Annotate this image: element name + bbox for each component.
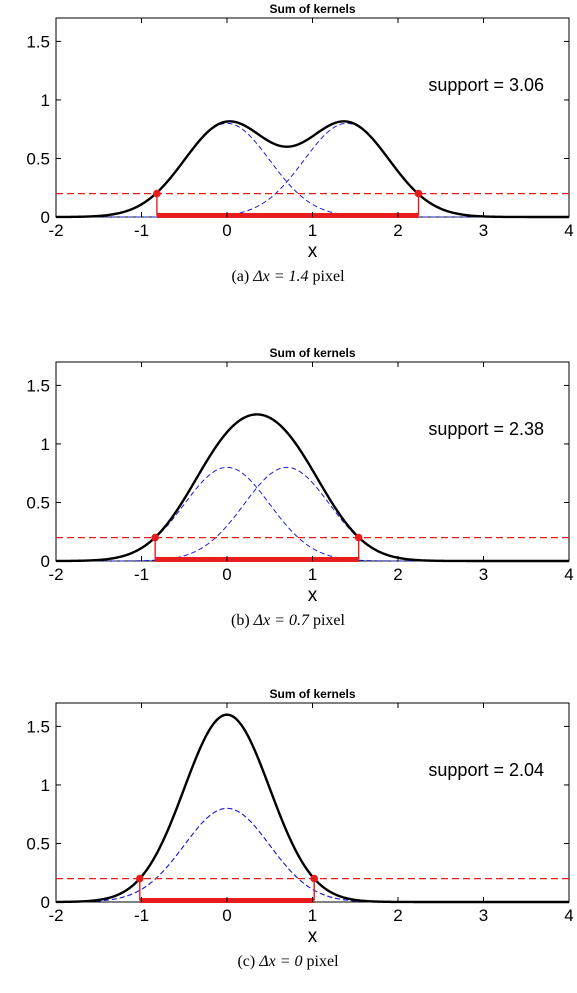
caption-suffix: pixel xyxy=(309,612,346,629)
caption-prefix: (b) xyxy=(231,612,254,629)
x-axis-label: x xyxy=(308,241,318,262)
panel-title: Sum of kernels xyxy=(269,346,355,360)
kernel-curve-2 xyxy=(55,807,569,903)
panel-caption: (a) Δx = 1.4 pixel xyxy=(231,268,345,285)
x-tick-label: 0 xyxy=(222,565,231,584)
support-annotation: support = 2.04 xyxy=(428,760,544,780)
kernel-curve-2 xyxy=(56,466,569,562)
x-tick-label: 1 xyxy=(308,221,317,240)
y-tick-label: 0 xyxy=(41,552,50,571)
x-tick-label: -1 xyxy=(134,906,149,925)
y-tick-label: 1.5 xyxy=(26,32,50,51)
y-tick-label: 0 xyxy=(41,208,50,227)
panel-caption: (b) Δx = 0.7 pixel xyxy=(231,612,346,629)
support-marker-2 xyxy=(414,189,423,198)
x-tick-label: -2 xyxy=(48,906,63,925)
y-tick-label: 1 xyxy=(41,435,50,454)
support-marker-1 xyxy=(151,533,159,542)
axes-box xyxy=(55,361,570,562)
caption-math: Δx = 1.4 xyxy=(252,268,308,285)
x-tick-label: 1 xyxy=(308,565,317,584)
kernel-curve-1 xyxy=(55,466,569,562)
support-marker-2 xyxy=(354,533,363,542)
axes-box xyxy=(55,17,570,218)
y-tick-label: 1 xyxy=(41,776,50,795)
x-tick-label: 3 xyxy=(479,906,488,925)
sum-curve xyxy=(55,713,569,904)
panel-1: Sum of kernels -2 -1 0 1 2 3 4 0 0.5 1 1.5 x support … xyxy=(26,2,573,285)
sum-curve xyxy=(55,120,569,219)
x-axis-label: x xyxy=(308,585,318,606)
support-annotation: support = 2.38 xyxy=(428,419,544,439)
x-tick-label: 1 xyxy=(308,906,317,925)
x-axis-label: x xyxy=(308,926,318,947)
panel-3: Sum of kernels -2 -1 0 1 2 3 4 0 0.5 1 1.5 x support … xyxy=(26,687,573,970)
caption-suffix: pixel xyxy=(303,953,340,970)
panel-title: Sum of kernels xyxy=(269,687,355,701)
caption-prefix: (c) xyxy=(237,953,259,970)
y-tick-label: 1.5 xyxy=(26,376,50,395)
x-tick-label: -1 xyxy=(134,221,149,240)
x-tick-label: 3 xyxy=(479,565,488,584)
caption-suffix: pixel xyxy=(309,268,346,285)
caption-math: Δx = 0 xyxy=(258,953,302,970)
x-tick-label: 0 xyxy=(222,906,231,925)
x-tick-label: 4 xyxy=(564,565,573,584)
y-tick-label: 1.5 xyxy=(26,717,50,736)
panel-title: Sum of kernels xyxy=(269,2,355,16)
panel-caption: (c) Δx = 0 pixel xyxy=(237,953,339,970)
support-marker-1 xyxy=(135,874,144,883)
x-tick-label: 3 xyxy=(479,221,488,240)
kernel-curve-1 xyxy=(55,807,569,903)
x-tick-label: 2 xyxy=(393,221,402,240)
caption-prefix: (a) xyxy=(231,268,253,285)
x-tick-label: 0 xyxy=(222,221,231,240)
support-marker-2 xyxy=(310,874,319,883)
y-tick-label: 0 xyxy=(41,893,50,912)
y-tick-label: 0.5 xyxy=(26,834,50,853)
x-tick-label: 2 xyxy=(393,565,402,584)
support-annotation: support = 3.06 xyxy=(428,75,544,95)
support-marker-1 xyxy=(153,189,161,198)
x-tick-label: 4 xyxy=(564,906,573,925)
panel-2: Sum of kernels -2 -1 0 1 2 3 4 0 0.5 1 1.5 x support … xyxy=(26,346,573,629)
x-tick-label: -2 xyxy=(48,221,63,240)
x-tick-label: 2 xyxy=(393,906,402,925)
x-tick-label: -1 xyxy=(134,565,149,584)
y-tick-label: 0.5 xyxy=(26,149,50,168)
y-tick-label: 1 xyxy=(41,91,50,110)
x-tick-label: -2 xyxy=(48,565,63,584)
x-tick-label: 4 xyxy=(564,221,573,240)
caption-math: Δx = 0.7 xyxy=(253,612,310,629)
axes-box xyxy=(55,702,570,903)
y-tick-label: 0.5 xyxy=(26,493,50,512)
